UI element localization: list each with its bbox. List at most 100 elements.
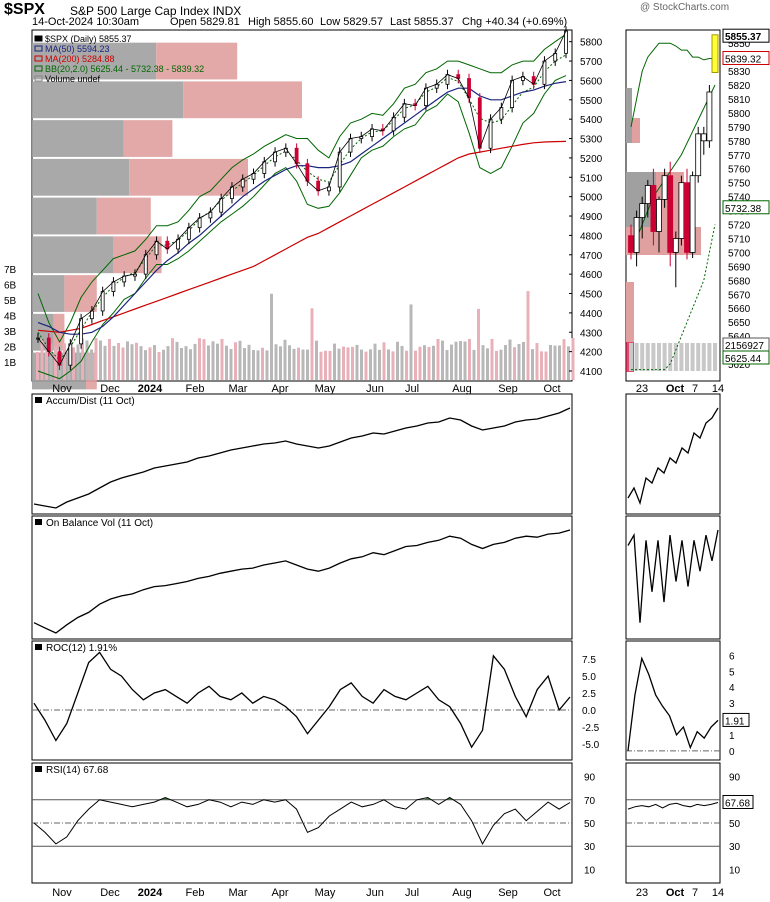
legend-entry: BB(20,2.0) 5625.44 - 5732.38 - 5839.32 [45, 64, 204, 74]
last-value: Last 5855.37 [390, 16, 454, 28]
x-axis-label: Sep [498, 383, 518, 395]
price-candle [305, 163, 310, 182]
volume-bar [418, 346, 422, 380]
price-axis-label: 4600 [580, 270, 603, 281]
volume-by-price-bar-down [96, 197, 151, 235]
obv-zoom-line [627, 529, 719, 623]
zoom-frame-ad [625, 393, 721, 515]
zoom-x-axis-label: 23 [636, 887, 648, 899]
volume-bar [229, 348, 233, 380]
legend-entry: MA(200) 5284.88 [45, 54, 115, 64]
volume-bar [40, 339, 44, 380]
volume-bar [198, 338, 201, 380]
price-candle [100, 291, 105, 312]
volume-bar [202, 339, 206, 380]
zoom-volume-bar [685, 343, 689, 371]
x-axis-label: Aug [452, 383, 472, 395]
volume-bar [117, 342, 120, 380]
price-candle [68, 343, 73, 366]
zoom-candle [678, 182, 685, 239]
roc-axis-label: -5.0 [582, 740, 600, 751]
rsi-zoom-axis-label: 10 [729, 865, 741, 876]
volume-bar [252, 350, 255, 380]
x-axis-label: Apr [271, 383, 288, 395]
volume-bar [301, 349, 305, 380]
zoom-price-label: 5690 [728, 262, 751, 273]
x-axis-label: Jun [366, 383, 384, 395]
exchange-label: INDX [212, 4, 242, 18]
volume-by-price-bar-down [123, 120, 173, 157]
volume-bar [211, 341, 215, 380]
zoom-x-axis-label: 14 [712, 887, 724, 899]
roc-title: ROC(12) 1.91% [46, 643, 117, 654]
bb-lower-line [37, 75, 567, 380]
zoom-candle [706, 91, 713, 142]
price-candle [499, 107, 504, 120]
rsi-axis-label: 30 [584, 842, 596, 853]
volume-by-price-bar [32, 42, 157, 80]
zoom-candle [700, 133, 707, 142]
zoom-volume-bar [657, 343, 661, 371]
zoom-volume-bar [696, 343, 701, 371]
rsi-value-label: 67.68 [725, 798, 750, 809]
value-label: 5625.44 [725, 354, 762, 365]
legend-swatch [34, 35, 43, 42]
volume-bar [247, 344, 251, 380]
roc-axis-label: 5.0 [582, 672, 596, 683]
price-axis-label: 4900 [580, 212, 603, 223]
zoom-price-label: 5620 [728, 360, 751, 371]
x-axis-label: Jun [366, 887, 384, 899]
zoom-x-axis-label: 14 [712, 383, 724, 395]
volume-bar [423, 345, 426, 380]
volume-bar [297, 347, 300, 380]
price-candle [477, 97, 482, 149]
price-candle [337, 151, 342, 188]
zoom-price-label: 5720 [728, 221, 751, 232]
volume-bar [234, 342, 237, 380]
volume-bar [346, 347, 350, 380]
volume-bar [157, 351, 161, 380]
volume-bar [378, 349, 381, 380]
volume-bar [166, 346, 170, 380]
zoom-price-label: 5820 [728, 81, 751, 92]
x-axis-label: Nov [52, 383, 72, 395]
panel-frame-ad [31, 393, 573, 515]
obv-title-swatch [35, 519, 42, 525]
x-axis-label: May [315, 887, 336, 899]
rsi-axis-label: 90 [584, 773, 596, 784]
price-axis-label: 5700 [580, 57, 603, 68]
volume-by-price-bar [32, 158, 130, 196]
volume-bar [400, 345, 404, 380]
x-axis-label: Feb [186, 887, 205, 899]
obv-line [33, 529, 571, 634]
volume-bar [409, 304, 413, 380]
volume-bar [522, 341, 525, 380]
volume-bar [126, 341, 129, 380]
price-axis-label: 5400 [580, 115, 603, 126]
volume-axis-label: 7B [4, 265, 17, 276]
zoom-volume-bar [668, 343, 673, 371]
rsi-zoom-axis-label: 50 [729, 819, 741, 830]
x-axis-label: Dec [100, 887, 120, 899]
volume-bar [445, 350, 449, 380]
volume-bar [72, 347, 75, 380]
volume-bar [283, 339, 287, 380]
volume-bar [319, 351, 323, 380]
zoom-candle [689, 175, 696, 253]
volume-bar [121, 347, 125, 380]
rsi-title-swatch [35, 766, 42, 772]
volume-bar [328, 350, 332, 380]
volume-bar [171, 338, 174, 380]
volume-bar [274, 344, 278, 380]
price-candle [219, 198, 224, 213]
volume-bar [139, 346, 143, 380]
volume-bar [94, 338, 98, 380]
price-axis-label: 5000 [580, 193, 603, 204]
volume-bar [207, 345, 210, 380]
rsi-zoom-axis-label: 30 [729, 842, 741, 853]
price-candle [542, 60, 547, 85]
x-axis-label: Jul [405, 383, 419, 395]
zoom-x-axis-label: Oct [666, 383, 685, 395]
price-axis-label: 5100 [580, 173, 603, 184]
volume-bar [540, 351, 543, 380]
